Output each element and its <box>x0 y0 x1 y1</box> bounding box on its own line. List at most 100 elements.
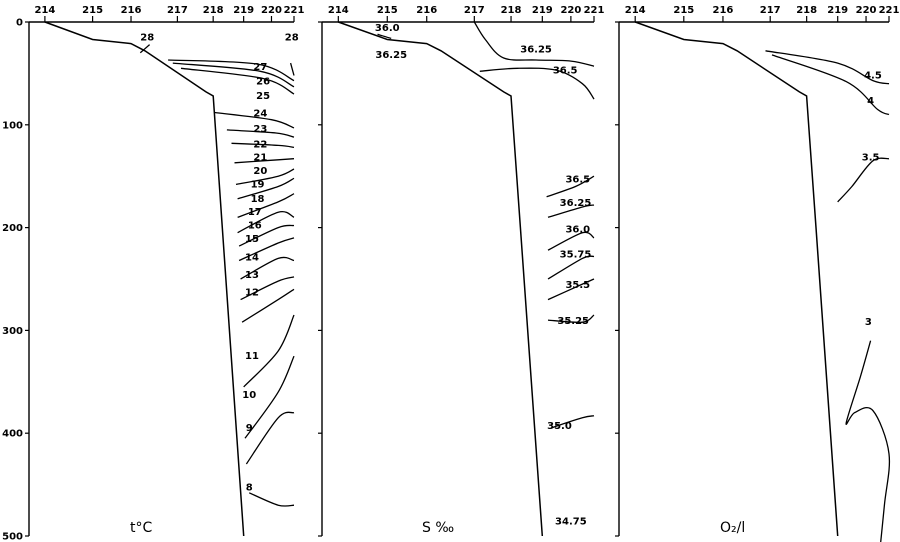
depth-tick-label: 400 <box>2 429 23 440</box>
contour-label: 35.25 <box>557 316 589 327</box>
contour-label: 9 <box>246 423 253 434</box>
contour-label: 19 <box>251 179 265 190</box>
station-tick-label: 215 <box>673 5 694 16</box>
station-tick-label: 218 <box>501 5 522 16</box>
depth-tick-label: 0 <box>16 18 23 29</box>
contour-label: 36.0 <box>565 225 590 236</box>
isoline <box>547 255 595 280</box>
isoline <box>377 33 392 40</box>
isoline <box>547 278 595 301</box>
isoline <box>226 129 295 138</box>
station-tick-label: 221 <box>879 5 900 16</box>
contour-label: 36.25 <box>560 198 592 209</box>
contour-label: 11 <box>245 351 259 362</box>
contour-label: 18 <box>251 194 265 205</box>
isoline <box>237 210 295 234</box>
oxygen-panel-label: O₂/l <box>720 520 745 536</box>
contour-label: 36.5 <box>553 65 578 76</box>
isoline <box>240 256 295 280</box>
contour-label: 27 <box>253 62 267 73</box>
contour-label: 36.0 <box>375 23 400 34</box>
isoline <box>547 204 595 218</box>
oxygen-x-ticks: 214 215 216 217 218 219 220 221 <box>625 5 900 22</box>
isoline <box>231 142 295 149</box>
bottom-profile <box>634 21 839 537</box>
station-tick-label: 217 <box>760 5 781 16</box>
station-tick-label: 214 <box>625 5 646 16</box>
station-tick-label: 216 <box>121 5 142 16</box>
isoline <box>244 355 295 439</box>
contour-label: 4 <box>867 96 874 107</box>
isoline <box>237 193 295 218</box>
isoline <box>248 492 295 507</box>
temperature-isolines <box>139 44 295 507</box>
contour-label: 35.5 <box>565 280 590 291</box>
isoline <box>214 111 295 129</box>
station-tick-label: 220 <box>261 5 282 16</box>
bottom-profile <box>44 21 245 537</box>
isoline <box>243 314 295 388</box>
station-tick-label: 216 <box>713 5 734 16</box>
contour-label: 35.0 <box>547 421 572 432</box>
station-tick-label: 216 <box>416 5 437 16</box>
salinity-isolines <box>377 21 595 429</box>
isoline <box>180 67 295 95</box>
bottom-profile <box>338 21 544 537</box>
station-tick-label: 215 <box>82 5 103 16</box>
temperature-y-ticks: 0 100 200 300 400 500 <box>2 18 29 542</box>
salinity-panel: 214 215 216 217 218 219 220 221 36.036.25 36.253… <box>318 5 605 537</box>
depth-tick-label: 500 <box>2 532 23 542</box>
depth-tick-label: 300 <box>2 326 23 337</box>
contour-label: 35.75 <box>560 249 592 260</box>
station-tick-label: 219 <box>532 5 553 16</box>
isoline <box>473 21 595 67</box>
temperature-contour-labels: 28 28 27 26 25 24 23 22 21 20 19 18 17 16 15 14 13 12 11 10… <box>140 32 298 493</box>
salinity-panel-label: S ‰ <box>422 520 454 536</box>
contour-label: 23 <box>253 124 267 135</box>
isoline <box>139 44 151 54</box>
isoline <box>237 177 295 200</box>
contour-label: 36.25 <box>375 50 407 61</box>
isoline <box>235 168 295 186</box>
depth-tick-label: 100 <box>2 120 23 131</box>
station-tick-label: 221 <box>584 5 605 16</box>
temperature-panel-label: t°C <box>130 520 152 536</box>
contour-label: 12 <box>245 287 259 298</box>
isoline <box>238 237 295 262</box>
isoline <box>546 175 595 198</box>
contour-label: 26 <box>256 77 270 88</box>
isoline <box>289 62 295 76</box>
isoline <box>168 59 295 82</box>
contour-label: 24 <box>253 108 267 119</box>
contour-label: 36.25 <box>520 45 552 56</box>
isoline <box>479 67 595 100</box>
station-tick-label: 217 <box>167 5 188 16</box>
salinity-contour-labels: 36.036.25 36.2536.536.536.2536.035.7535.5… <box>375 23 591 527</box>
contour-label: 22 <box>253 139 267 150</box>
salinity-bottom <box>338 21 544 537</box>
station-tick-label: 214 <box>34 5 55 16</box>
contour-label: 17 <box>248 207 262 218</box>
station-tick-label: 217 <box>464 5 485 16</box>
isoline <box>240 276 295 301</box>
contour-label: 20 <box>253 166 267 177</box>
station-tick-label: 220 <box>856 5 877 16</box>
isoline <box>547 231 595 251</box>
contour-label: 15 <box>245 234 259 245</box>
contour-label: 3.5 <box>862 153 880 164</box>
isoline <box>547 314 595 324</box>
contour-label: 28 <box>285 32 299 43</box>
isoline <box>845 340 891 542</box>
oxygen-panel: 214 215 216 217 218 219 220 221 4.5 4 3.5 3 O₂/l <box>615 5 899 542</box>
contour-label: 28 <box>140 32 154 43</box>
contour-label: 16 <box>248 221 262 232</box>
contour-label: 8 <box>246 483 253 494</box>
contour-label: 34.75 <box>555 517 587 528</box>
oxygen-bottom <box>634 21 839 537</box>
station-tick-label: 219 <box>233 5 254 16</box>
isoline <box>172 62 295 88</box>
isoline <box>241 288 295 323</box>
station-tick-label: 220 <box>560 5 581 16</box>
isoline <box>245 411 295 465</box>
